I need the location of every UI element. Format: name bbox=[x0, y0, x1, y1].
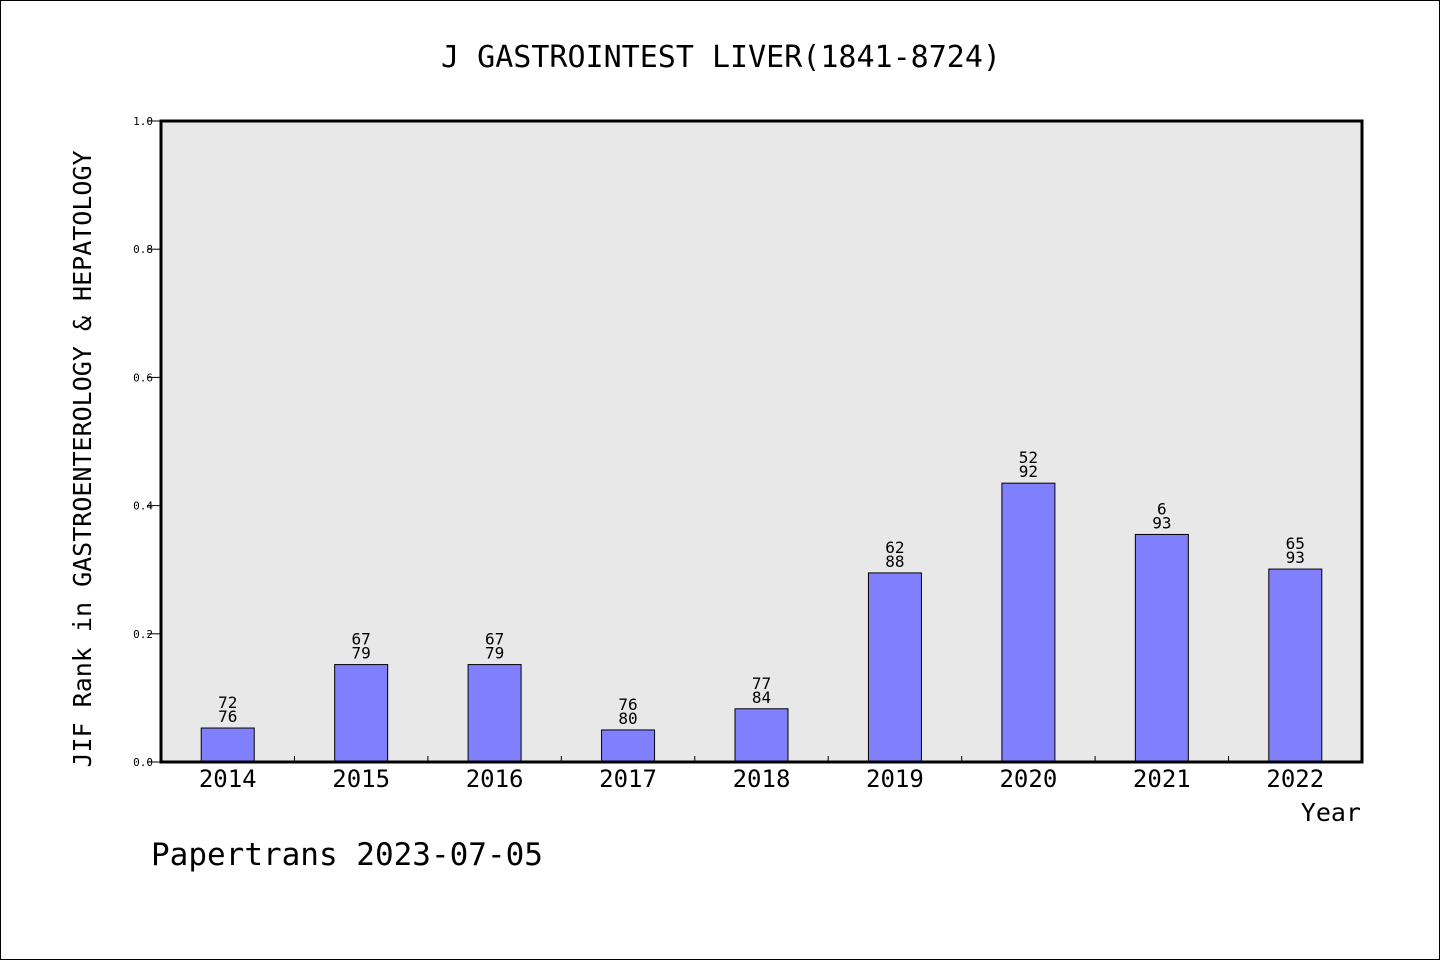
bar-rank-label-2017: 76 bbox=[618, 695, 637, 714]
x-axis-label: Year bbox=[1301, 798, 1361, 827]
bar-total-label-2019: 88 bbox=[885, 552, 904, 571]
bar-2020 bbox=[1001, 482, 1056, 763]
bar-rank-label-2021: 6 bbox=[1157, 499, 1167, 518]
bar-rank-label-2015: 67 bbox=[352, 630, 371, 649]
bar-total-label-2014: 76 bbox=[218, 707, 237, 726]
x-axis-ticks: 2014 2015 2016 2017 2018 2019 2020 2021 2022 bbox=[199, 756, 1324, 793]
y-axis-label: JIF Rank in GASTROENTEROLOGY & HEPATOLOG… bbox=[68, 150, 97, 767]
bar-2018 bbox=[734, 708, 789, 763]
bar-total-label-2015: 79 bbox=[352, 644, 371, 663]
bar-2021 bbox=[1134, 533, 1189, 763]
y-tick-label-0.0: 0.0 bbox=[133, 756, 153, 769]
x-tick-label-2015: 2015 bbox=[332, 765, 390, 793]
x-tick-label-2017: 2017 bbox=[599, 765, 657, 793]
y-tick-label-0.6: 0.6 bbox=[133, 371, 153, 384]
x-tick-label-2016: 2016 bbox=[466, 765, 524, 793]
bar-2014 bbox=[200, 727, 255, 763]
x-tick-label-2022: 2022 bbox=[1266, 765, 1324, 793]
bar-2017 bbox=[601, 729, 656, 763]
y-tick-label-1.0: 1.0 bbox=[133, 115, 153, 128]
y-tick-label-0.8: 0.8 bbox=[133, 243, 153, 256]
x-tick-label-2020: 2020 bbox=[999, 765, 1057, 793]
bar-rank-label-2019: 62 bbox=[885, 538, 904, 557]
bar-2019 bbox=[867, 572, 922, 763]
bar-total-label-2020: 92 bbox=[1019, 462, 1038, 481]
bar-total-label-2017: 80 bbox=[618, 709, 637, 728]
x-tick-label-2021: 2021 bbox=[1133, 765, 1191, 793]
y-tick-label-0.2: 0.2 bbox=[133, 628, 153, 641]
bar-2015 bbox=[334, 664, 389, 763]
bar-2016 bbox=[467, 664, 522, 763]
x-tick-label-2019: 2019 bbox=[866, 765, 924, 793]
bar-total-label-2021: 93 bbox=[1152, 513, 1171, 532]
footer-credit: Papertrans 2023-07-05 bbox=[151, 837, 543, 873]
bar-rank-label-2016: 67 bbox=[485, 630, 504, 649]
bar-total-label-2022: 93 bbox=[1286, 548, 1305, 567]
bar-2022 bbox=[1268, 568, 1323, 763]
x-tick-label-2018: 2018 bbox=[733, 765, 791, 793]
bar-rank-label-2020: 52 bbox=[1019, 448, 1038, 467]
bar-total-label-2018: 84 bbox=[752, 688, 771, 707]
plot-border bbox=[159, 119, 1364, 764]
bar-rank-label-2022: 65 bbox=[1286, 534, 1305, 553]
bar-rank-label-2018: 77 bbox=[752, 674, 771, 693]
bars-group bbox=[200, 482, 1323, 763]
y-axis-ticks: 0.0 0.2 0.4 0.6 0.8 1.0 bbox=[133, 115, 161, 769]
bar-rank-label-2014: 72 bbox=[218, 693, 237, 712]
y-tick-label-0.4: 0.4 bbox=[133, 500, 153, 513]
chart-title: J GASTROINTEST LIVER(1841-8724) bbox=[441, 40, 1001, 75]
bar-total-label-2016: 79 bbox=[485, 644, 504, 663]
x-tick-label-2014: 2014 bbox=[199, 765, 257, 793]
